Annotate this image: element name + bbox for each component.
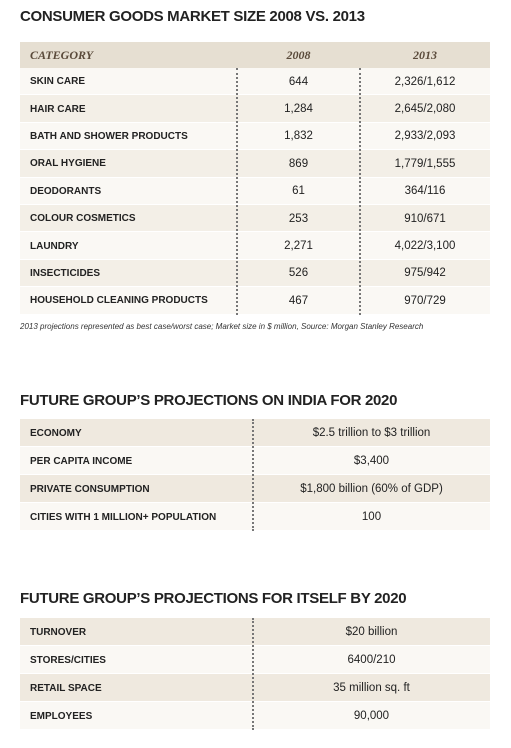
header-row: [20, 42, 490, 68]
column-divider: [236, 68, 238, 315]
column-divider: [252, 618, 254, 730]
section-title: FUTURE GROUP’S PROJECTIONS FOR ITSELF BY…: [20, 590, 407, 607]
table-row: [20, 122, 490, 151]
value-cell: 970/729: [404, 294, 446, 307]
label-cell: SKIN CARE: [30, 76, 86, 88]
table-row: [20, 95, 490, 123]
value-cell: 364/116: [404, 185, 446, 198]
label-cell: ORAL HYGIENE: [30, 158, 106, 170]
table-row: [20, 232, 490, 260]
value-cell: 100: [361, 511, 382, 523]
label-cell: RETAIL SPACE: [30, 682, 102, 694]
table-row: [20, 674, 490, 702]
value-cell: 975/942: [404, 267, 446, 280]
value-cell: 644: [288, 75, 309, 88]
label-cell: COLOUR COSMETICS: [30, 213, 136, 225]
label-cell: DEODORANTS: [30, 185, 102, 197]
value-cell: 910/671: [404, 212, 446, 225]
value-cell: 467: [288, 294, 309, 307]
label-cell: HAIR CARE: [30, 103, 86, 115]
value-cell: 2,645/2,080: [394, 103, 456, 116]
label-cell: INSECTICIDES: [30, 267, 101, 279]
label-cell: HOUSEHOLD CLEANING PRODUCTS: [30, 295, 208, 307]
header-cell: 2013: [413, 47, 437, 62]
value-cell: 1,284: [284, 103, 313, 116]
label-cell: TURNOVER: [30, 626, 87, 638]
value-cell: 61: [292, 185, 305, 198]
table-row: [20, 419, 490, 447]
value-cell: $1,800 billion (60% of GDP): [300, 483, 443, 495]
value-cell: $20 billion: [345, 626, 398, 638]
label-cell: ECONOMY: [30, 427, 82, 439]
label-cell: LAUNDRY: [30, 240, 79, 252]
value-cell: 526: [288, 267, 309, 280]
column-divider: [252, 419, 254, 531]
value-cell: 2,933/2,093: [394, 130, 456, 143]
column-divider: [359, 68, 361, 315]
table-row: [20, 177, 490, 205]
table-row: [20, 447, 490, 475]
value-cell: 6400/210: [347, 654, 396, 666]
section-title: CONSUMER GOODS MARKET SIZE 2008 VS. 2013: [20, 8, 365, 25]
label-cell: CITIES WITH 1 MILLION+ POPULATION: [30, 511, 217, 523]
table-row: [20, 503, 490, 531]
value-cell: 253: [288, 212, 309, 225]
table-row: [20, 618, 490, 646]
label-cell: BATH AND SHOWER PRODUCTS: [30, 130, 188, 142]
value-cell: 35 million sq. ft: [333, 682, 410, 694]
header-cell: 2008: [286, 47, 311, 62]
table-row: [20, 259, 490, 288]
value-cell: $3,400: [353, 455, 390, 467]
value-cell: $2.5 trillion to $3 trillion: [312, 427, 431, 439]
table-row: [20, 646, 490, 674]
table-row: [20, 150, 490, 178]
section-title: FUTURE GROUP’S PROJECTIONS ON INDIA FOR …: [20, 392, 398, 409]
value-cell: 1,832: [284, 130, 313, 143]
value-cell: 869: [288, 157, 309, 170]
value-cell: 4,022/3,100: [394, 240, 456, 253]
header-cell: CATEGORY: [30, 47, 94, 62]
table-row: [20, 68, 490, 96]
table-row: [20, 205, 490, 233]
footnote: 2013 projections represented as best cas…: [20, 322, 424, 331]
value-cell: 2,271: [284, 240, 313, 253]
value-cell: 1,779/1,555: [394, 157, 456, 170]
value-cell: 2,326/1,612: [394, 75, 456, 88]
label-cell: EMPLOYEES: [30, 710, 93, 722]
label-cell: PER CAPITA INCOME: [30, 455, 133, 467]
value-cell: 90,000: [353, 710, 390, 722]
table-row: [20, 287, 490, 315]
label-cell: PRIVATE CONSUMPTION: [30, 483, 150, 495]
table-row: [20, 702, 490, 730]
label-cell: STORES/CITIES: [30, 654, 106, 666]
table-row: [20, 475, 490, 503]
